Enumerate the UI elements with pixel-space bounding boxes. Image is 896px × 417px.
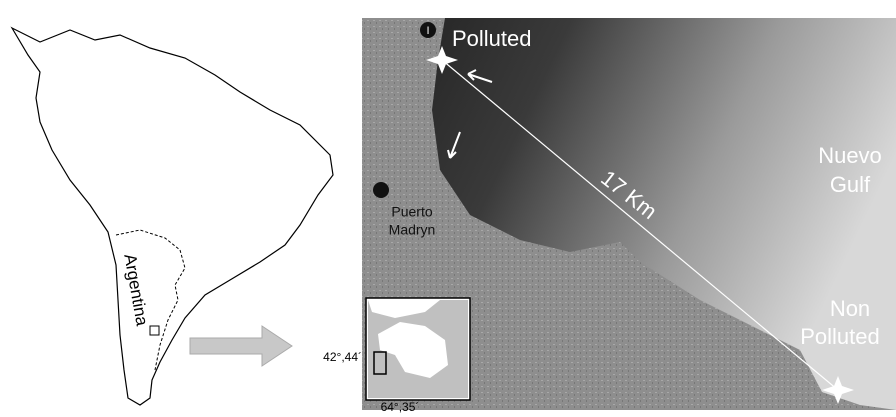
city-label: Puerto bbox=[391, 204, 432, 220]
figure: Argentina I Puerto Madryn Polluted Non P… bbox=[0, 0, 896, 417]
city-label: Madryn bbox=[389, 222, 436, 238]
inset-map: 42°,44´ 64°,35´ bbox=[323, 298, 470, 414]
pointer-arrow bbox=[190, 326, 292, 366]
site-label: Polluted bbox=[800, 324, 880, 349]
city-dot bbox=[373, 182, 389, 198]
gulf-label: Nuevo bbox=[818, 143, 882, 168]
marker-label: I bbox=[426, 25, 429, 37]
longitude-label: 64°,35´ bbox=[381, 400, 420, 414]
latitude-label: 42°,44´ bbox=[323, 350, 362, 364]
gulf-label: Gulf bbox=[830, 172, 871, 197]
site-label: Polluted bbox=[452, 26, 532, 51]
site-label: Non bbox=[830, 296, 870, 321]
